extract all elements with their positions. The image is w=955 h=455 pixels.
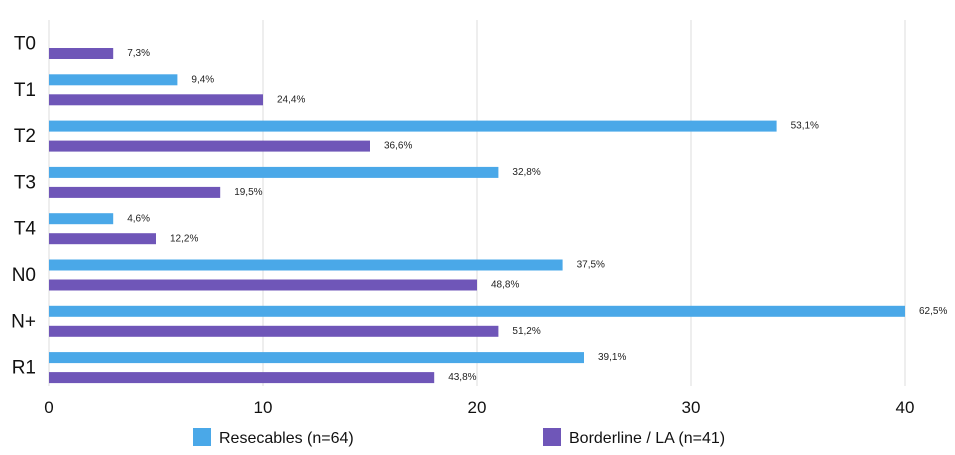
x-tick-label-20: 20 xyxy=(468,398,487,417)
data-label-borderline-t0: 7,3% xyxy=(127,48,150,59)
x-tick-label-10: 10 xyxy=(254,398,273,417)
category-label-n0: N0 xyxy=(12,265,36,286)
bar-borderline-t2 xyxy=(49,140,370,152)
legend-swatch-borderline xyxy=(543,428,561,446)
bar-resecables-t1 xyxy=(49,74,178,86)
bar-resecables-n-plus xyxy=(49,305,905,317)
category-label-t3: T3 xyxy=(14,172,36,193)
gridlines xyxy=(48,20,906,386)
data-label-borderline-r1: 43,8% xyxy=(448,372,476,383)
data-label-borderline-n-plus: 51,2% xyxy=(512,326,540,337)
bar-borderline-n0 xyxy=(49,279,477,291)
data-label-borderline-n0: 48,8% xyxy=(491,280,519,291)
legend-label-borderline: Borderline / LA (n=41) xyxy=(569,430,725,447)
bar-borderline-t4 xyxy=(49,233,156,245)
bar-resecables-r1 xyxy=(49,352,584,364)
data-label-resecables-r1: 39,1% xyxy=(598,352,626,363)
data-label-resecables-t4: 4,6% xyxy=(127,213,150,224)
category-label-t4: T4 xyxy=(14,219,37,240)
bar-borderline-n-plus xyxy=(49,325,499,337)
legend-swatch-resecables xyxy=(193,428,211,446)
data-label-resecables-n-plus: 62,5% xyxy=(919,306,947,317)
data-label-borderline-t3: 19,5% xyxy=(234,187,262,198)
x-tick-labels: 0 10 20 30 40 xyxy=(44,398,914,417)
bar-resecables-t3 xyxy=(49,166,499,178)
category-label-r1: R1 xyxy=(12,358,36,379)
bars-layer: 7,3% 9,4% 24,4% 53,1% 36,6% 32,8% 19,5% 4,6% 12,… xyxy=(49,48,947,383)
category-label-t0: T0 xyxy=(14,34,36,55)
data-label-resecables-t1: 9,4% xyxy=(191,74,214,85)
x-tick-label-40: 40 xyxy=(896,398,915,417)
x-tick-label-0: 0 xyxy=(44,398,53,417)
x-tick-label-30: 30 xyxy=(682,398,701,417)
data-label-resecables-n0: 37,5% xyxy=(577,260,605,271)
data-label-resecables-t3: 32,8% xyxy=(512,167,540,178)
category-labels: T0 T1 T2 T3 T4 N0 N+ R1 xyxy=(11,34,36,379)
data-label-borderline-t1: 24,4% xyxy=(277,94,305,105)
data-label-resecables-t2: 53,1% xyxy=(791,121,819,132)
bar-borderline-t3 xyxy=(49,186,221,198)
bar-resecables-n0 xyxy=(49,259,563,271)
category-label-t2: T2 xyxy=(14,126,36,147)
category-label-t1: T1 xyxy=(14,80,36,101)
bar-resecables-t4 xyxy=(49,213,114,225)
legend: Resecables (n=64) Borderline / LA (n=41) xyxy=(193,428,725,447)
bar-borderline-t0 xyxy=(49,48,114,59)
data-label-borderline-t2: 36,6% xyxy=(384,141,412,152)
bar-borderline-t1 xyxy=(49,94,263,106)
data-label-borderline-t4: 12,2% xyxy=(170,233,198,244)
bar-resecables-t2 xyxy=(49,120,777,132)
bar-borderline-r1 xyxy=(49,372,435,384)
category-label-n-plus: N+ xyxy=(11,311,36,332)
legend-label-resecables: Resecables (n=64) xyxy=(219,430,354,447)
